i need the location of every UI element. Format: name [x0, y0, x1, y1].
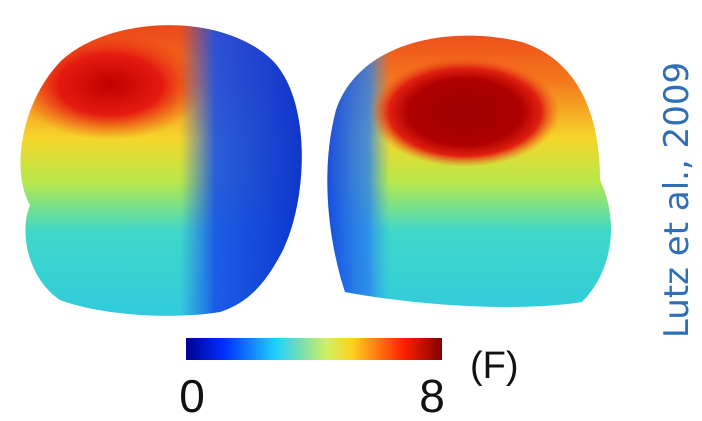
right-head: [320, 0, 620, 330]
figure: 0 8 (F) Lutz et al., 2009: [0, 0, 702, 421]
colorbar-min: 0: [179, 370, 205, 421]
left-head: [0, 0, 320, 330]
citation: Lutz et al., 2009: [657, 62, 697, 338]
colorbar-max: 8: [419, 370, 445, 421]
colorbar: [186, 338, 442, 360]
colorbar-unit: (F): [470, 345, 519, 387]
